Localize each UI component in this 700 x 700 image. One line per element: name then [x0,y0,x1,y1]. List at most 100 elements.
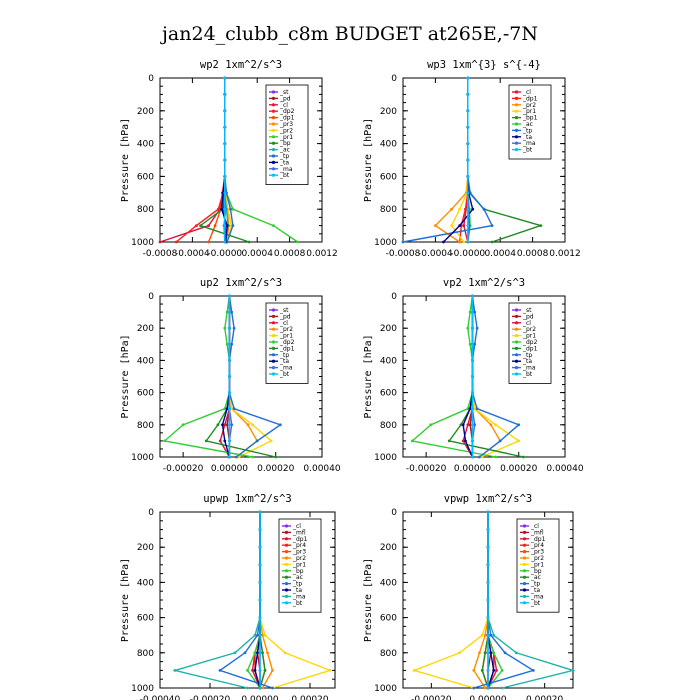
series-point [464,207,467,211]
series-point [251,423,255,427]
legend-box [508,84,552,160]
legend-label: _pr4 [530,542,544,549]
legend-label: _dp1 [530,536,546,543]
series-line [402,78,494,243]
legend-label: _cl [522,89,531,96]
legend-label: _pd [279,313,291,320]
series-point [228,359,231,362]
series-line [259,512,274,689]
legend-label: _dp2 [522,339,538,346]
series-point [486,633,490,637]
series-point [482,207,486,211]
panel-title: vpwp 1xm^2/s^3 [444,493,533,505]
x-tick-label: 0.00000 [211,464,248,474]
y-tick-label: 1000 [131,684,154,694]
x-tick-label: 0.00020 [291,695,328,700]
series-point [256,633,259,637]
x-tick-label: 0.00000 [241,695,278,700]
series-point [486,528,490,531]
legend-marker [271,109,276,113]
x-tick-label: -0.00040 [140,695,181,700]
legend-label: _tp [279,352,289,359]
series-point [258,598,262,602]
series-point [228,294,231,298]
panel-title: wp2 1xm^2/s^3 [200,59,282,71]
series-point [450,207,453,211]
series-point [521,455,525,459]
series-point [223,125,227,129]
series-point [228,310,231,314]
legend-marker [514,340,519,344]
series-point [296,240,300,244]
x-tick-label: 0.00020 [257,464,294,474]
chart-panel-3: up2 1xm^2/s^3 Pressure [hPa] 0 200 400 600 800… [120,277,341,474]
legend-marker [271,116,276,120]
y-tick-label: 600 [137,172,154,182]
series-point [223,423,227,427]
y-tick-label: 800 [137,649,154,659]
series-point [218,669,222,672]
legend-label: _bp [292,568,304,575]
series-point [471,207,475,211]
legend-marker [271,340,276,344]
legend-label: _bt [292,600,303,607]
legend-label: _bp [279,140,291,147]
series-point [271,686,274,690]
series-point [216,423,220,427]
legend-marker [514,109,519,113]
series-point [471,423,474,427]
chart-panel-2: wp3 1xm^{3} s^{-4} Pressure [hPa] 0 200 400 6… [363,59,581,259]
y-axis-label: Pressure [hPa] [120,334,131,418]
y-tick-label: 800 [380,421,397,431]
y-tick-label: 400 [380,140,397,150]
series-point [486,669,490,672]
series-point [466,109,470,113]
series-point [492,669,496,672]
series-point [225,423,229,427]
legend-label: _ma [279,365,293,372]
series-point [258,616,262,619]
series-point [231,224,235,228]
legend-label: _tp [522,352,532,359]
legend-marker [271,173,276,177]
legend-marker [514,314,519,318]
series-point [158,240,162,244]
legend: _st_pd_cl_pr2_pr1_dp2_dp1_tp_ta_ma_bt [508,302,552,384]
series-point [480,669,484,672]
x-tick-label: 0.0008 [274,249,306,259]
series-point [466,93,470,96]
legend-marker [271,346,276,350]
legend-marker [271,353,276,357]
series-point [228,391,231,394]
series-point [458,651,462,655]
legend-label: _pr1 [279,134,293,141]
legend-marker [284,575,289,579]
legend-label: _bt [530,600,541,607]
series-point [272,224,275,228]
series-point [213,224,217,228]
series-point [223,326,227,330]
legend-marker [514,321,519,325]
series-point [228,326,231,330]
series-point [274,455,278,459]
legend-marker [271,103,276,107]
series-point [466,142,470,146]
series-point [468,310,472,314]
legend-label: _ac [522,121,533,128]
y-tick-label: 1000 [374,453,397,463]
y-tick-label: 800 [380,205,397,215]
legend-label: _tp [292,581,302,588]
y-tick-label: 600 [137,389,154,399]
series-point [486,581,490,584]
series-point [246,669,249,672]
series-point [471,455,474,459]
series-point [483,686,487,690]
series-point [486,563,490,567]
series-point [271,669,274,672]
legend-label: _pr1 [522,333,536,340]
legend-label: _cl [279,320,288,327]
series-point [230,342,234,346]
x-tick-label: -0.0000 [450,249,485,259]
series-point [181,423,185,427]
legend-marker [522,530,527,535]
